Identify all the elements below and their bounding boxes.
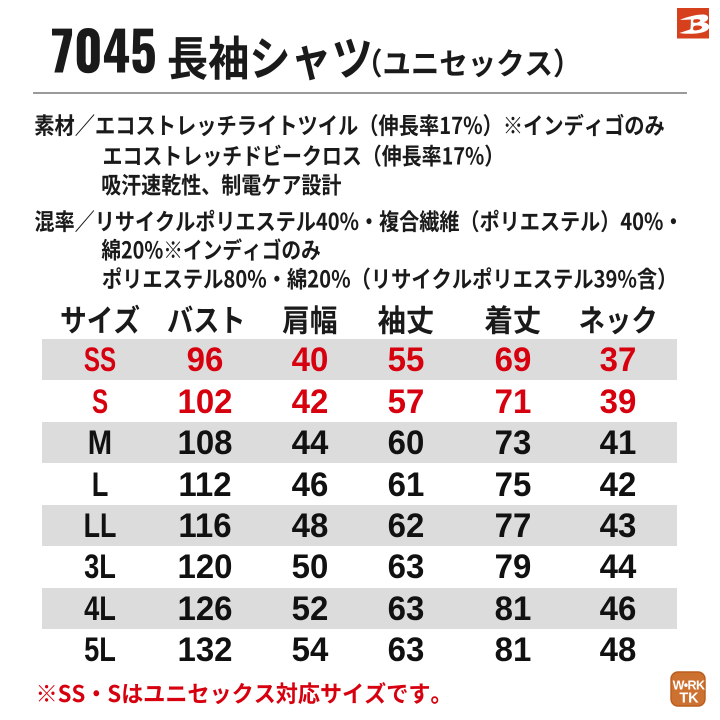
svg-text:W•RK: W•RK xyxy=(673,679,705,693)
svg-text:TK: TK xyxy=(679,691,699,707)
